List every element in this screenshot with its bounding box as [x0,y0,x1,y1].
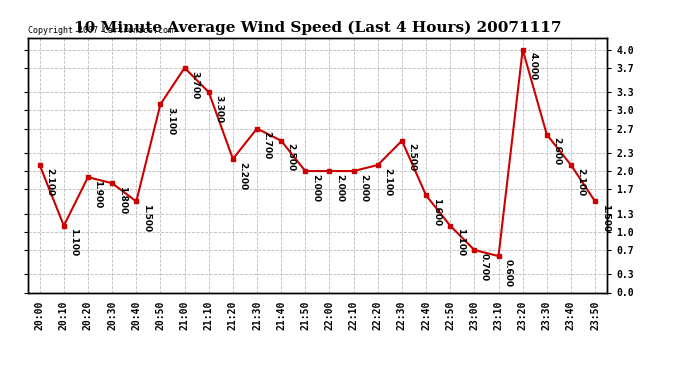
Text: 1.800: 1.800 [118,186,127,214]
Title: 10 Minute Average Wind Speed (Last 4 Hours) 20071117: 10 Minute Average Wind Speed (Last 4 Hou… [74,21,561,35]
Text: 2.700: 2.700 [263,131,272,160]
Text: 2.100: 2.100 [577,168,586,196]
Text: 1.500: 1.500 [142,204,151,232]
Text: 2.200: 2.200 [239,162,248,190]
Text: 2.000: 2.000 [335,174,344,202]
Text: 0.600: 0.600 [504,259,513,287]
Text: 1.100: 1.100 [456,228,465,256]
Text: 4.000: 4.000 [529,53,538,81]
Text: 3.100: 3.100 [166,107,175,135]
Text: 0.700: 0.700 [480,253,489,281]
Text: 2.500: 2.500 [287,144,296,172]
Text: 1.600: 1.600 [432,198,441,226]
Text: 2.100: 2.100 [384,168,393,196]
Text: 2.000: 2.000 [311,174,320,202]
Text: 3.300: 3.300 [215,95,224,123]
Text: 3.700: 3.700 [190,70,199,99]
Text: Copyright 2007 Cartronics.com: Copyright 2007 Cartronics.com [28,26,172,35]
Text: 1.500: 1.500 [601,204,610,232]
Text: 1.100: 1.100 [70,228,79,256]
Text: 1.900: 1.900 [94,180,103,208]
Text: 2.000: 2.000 [359,174,368,202]
Text: 2.600: 2.600 [553,137,562,165]
Text: 2.100: 2.100 [46,168,55,196]
Text: 2.500: 2.500 [408,144,417,172]
